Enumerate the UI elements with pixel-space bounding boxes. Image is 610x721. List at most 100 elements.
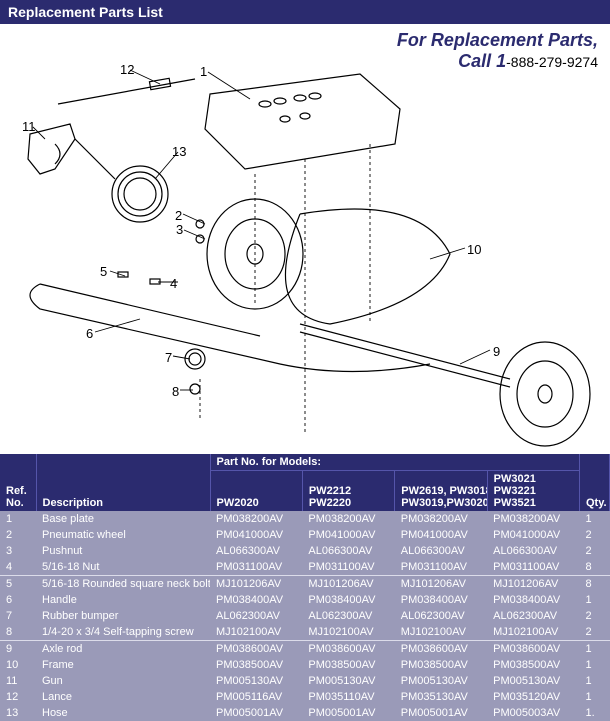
p3-l1: PW2619, PW3018 [401,485,487,497]
cell-ref: 3 [0,543,36,559]
p2-l2: PW2220 [309,497,351,509]
table-row: 10FramePM038500AVPM038500AVPM038500AVPM0… [0,657,610,673]
cell-qty: 8 [580,559,610,576]
cell-qty: 2 [580,543,610,559]
p4-l3: PW3521 [494,497,536,509]
cell-p3: PM038400AV [395,592,487,608]
cell-desc: Frame [36,657,210,673]
cell-qty: 8 [580,576,610,593]
cell-desc: 5/16-18 Nut [36,559,210,576]
table-row: 7Rubber bumperAL062300AVAL062300AVAL0623… [0,608,610,624]
cell-p2: MJ102100AV [302,624,394,641]
cell-p2: PM041000AV [302,527,394,543]
table-row: 81/4-20 x 3/4 Self-tapping screwMJ102100… [0,624,610,641]
cell-p1: MJ102100AV [210,624,302,641]
cell-qty: 1. [580,705,610,721]
cell-desc: Hose [36,705,210,721]
p3-l2: PW3019,PW3020 [401,497,487,509]
header-title: Replacement Parts List [8,4,163,20]
col-p3-header: PW2619, PW3018PW3019,PW3020 [395,471,487,512]
cell-qty: 1 [580,641,610,658]
table-row: 13HosePM005001AVPM005001AVPM005001AVPM00… [0,705,610,721]
cell-p1: PM005116AV [210,689,302,705]
cell-p3: PM031100AV [395,559,487,576]
cell-p3: PM035130AV [395,689,487,705]
p4-l2: PW3221 [494,485,536,497]
cell-desc: Handle [36,592,210,608]
cell-qty: 2 [580,624,610,641]
cell-p2: PM005130AV [302,673,394,689]
callout-9: 9 [493,344,500,359]
cell-ref: 2 [0,527,36,543]
table-row: 55/16-18 Rounded square neck boltMJ10120… [0,576,610,593]
cell-p3: PM038600AV [395,641,487,658]
cell-qty: 1 [580,511,610,527]
cell-p2: PM005001AV [302,705,394,721]
cell-p3: PM038200AV [395,511,487,527]
table-row: 12LancePM005116AVPM035110AVPM035130AVPM0… [0,689,610,705]
cell-p1: PM038500AV [210,657,302,673]
col-ref-header: Ref.No. [0,454,36,511]
callout-2: 2 [175,208,182,223]
cell-p3: MJ101206AV [395,576,487,593]
table-row: 1Base platePM038200AVPM038200AVPM038200A… [0,511,610,527]
table-row: 9Axle rodPM038600AVPM038600AVPM038600AVP… [0,641,610,658]
cell-desc: 5/16-18 Rounded square neck bolt [36,576,210,593]
cell-p4: PM038600AV [487,641,579,658]
cell-p1: PM005130AV [210,673,302,689]
callout-7: 7 [165,350,172,365]
cell-p3: PM038500AV [395,657,487,673]
cell-p4: AL066300AV [487,543,579,559]
cell-p4: PM035120AV [487,689,579,705]
callout-4: 4 [170,276,177,291]
callout-5: 5 [100,264,107,279]
p4-l1: PW3021 [494,473,536,485]
cell-p4: PM031100AV [487,559,579,576]
cell-p3: PM041000AV [395,527,487,543]
header-bar: Replacement Parts List [0,0,610,24]
ref-label-1: Ref. [6,485,27,497]
cell-ref: 7 [0,608,36,624]
col-p2-header: PW2212PW2220 [302,471,394,512]
cell-p4: PM005003AV [487,705,579,721]
cell-ref: 6 [0,592,36,608]
cell-p2: PM038500AV [302,657,394,673]
cell-desc: 1/4-20 x 3/4 Self-tapping screw [36,624,210,641]
cell-ref: 9 [0,641,36,658]
callout-3: 3 [176,222,183,237]
cell-p1: PM038200AV [210,511,302,527]
cell-qty: 1 [580,657,610,673]
cell-p3: MJ102100AV [395,624,487,641]
cell-p4: MJ102100AV [487,624,579,641]
table-header: Ref.No. Description Part No. for Models:… [0,454,610,511]
cell-p4: PM038400AV [487,592,579,608]
cell-desc: Axle rod [36,641,210,658]
cell-p2: PM038400AV [302,592,394,608]
cell-ref: 8 [0,624,36,641]
col-p4-header: PW3021PW3221PW3521 [487,471,579,512]
cell-p4: AL062300AV [487,608,579,624]
table-row: 3PushnutAL066300AVAL066300AVAL066300AVAL… [0,543,610,559]
cell-ref: 13 [0,705,36,721]
callout-6: 6 [86,326,93,341]
p2-l1: PW2212 [309,485,351,497]
callout-13: 13 [172,144,186,159]
cell-p4: PM041000AV [487,527,579,543]
table-row: 45/16-18 NutPM031100AVPM031100AVPM031100… [0,559,610,576]
cell-p4: PM038200AV [487,511,579,527]
col-group-header: Part No. for Models: [210,454,580,471]
cell-p1: AL062300AV [210,608,302,624]
cell-qty: 2 [580,527,610,543]
callout-12: 12 [120,62,134,77]
cell-qty: 2 [580,608,610,624]
cell-desc: Pneumatic wheel [36,527,210,543]
cell-p1: PM038600AV [210,641,302,658]
cell-desc: Lance [36,689,210,705]
table-row: 11GunPM005130AVPM005130AVPM005130AVPM005… [0,673,610,689]
cell-desc: Base plate [36,511,210,527]
cell-p1: PM038400AV [210,592,302,608]
cell-p2: PM038600AV [302,641,394,658]
exploded-diagram [0,24,610,454]
table-row: 6HandlePM038400AVPM038400AVPM038400AVPM0… [0,592,610,608]
cell-p2: PM031100AV [302,559,394,576]
